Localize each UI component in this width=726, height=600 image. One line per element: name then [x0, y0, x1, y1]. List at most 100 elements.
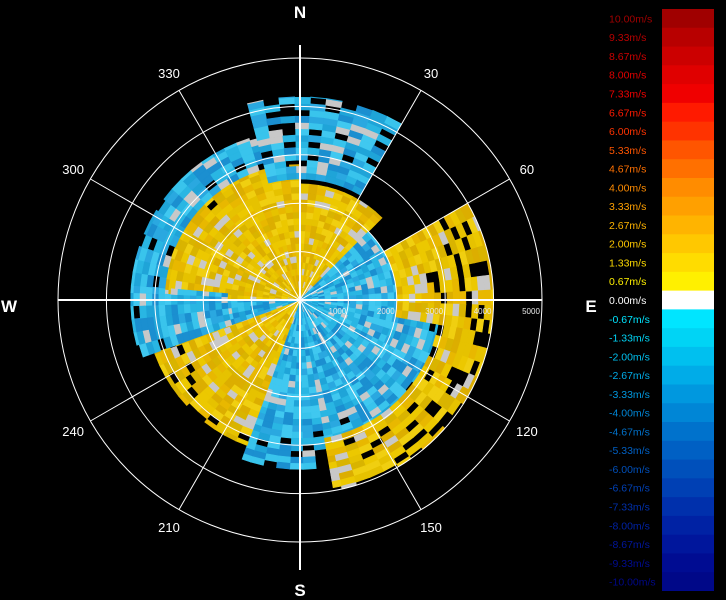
velocity-cell	[432, 425, 446, 440]
velocity-cell	[408, 284, 416, 295]
velocity-cell	[301, 381, 309, 389]
legend-label: 7.33m/s	[609, 88, 646, 100]
velocity-cell	[300, 368, 308, 376]
azimuth-tick-30: 30	[424, 66, 438, 81]
velocity-cell	[302, 449, 316, 458]
velocity-cell	[452, 303, 460, 318]
legend-label: 0.00m/s	[609, 295, 646, 307]
sector-8	[324, 325, 488, 490]
radar-polar-plot: N S W E 30 60 120 150 210 240 300 330 1000 2000 30…	[1, 3, 597, 600]
compass-west: W	[1, 297, 18, 316]
legend-swatch	[662, 553, 714, 573]
velocity-cell	[145, 286, 153, 294]
velocity-cell	[149, 209, 159, 224]
azimuth-tick-150: 150	[420, 520, 442, 535]
velocity-cell	[208, 291, 216, 297]
range-tick-1000: 1000	[329, 307, 347, 316]
color-legend: 10.00m/s 9.33m/s 8.67m/s 8.00m/s 7.33m/s 6.67…	[609, 9, 714, 591]
velocity-cell	[310, 96, 327, 100]
legend-swatch	[662, 309, 714, 329]
legend-label: 8.67m/s	[609, 51, 646, 63]
velocity-cell	[280, 115, 296, 124]
velocity-cell	[158, 287, 166, 295]
legend-swatch	[662, 515, 714, 536]
legend-swatch	[662, 27, 714, 48]
velocity-cell	[157, 304, 166, 317]
velocity-cell	[266, 116, 282, 126]
legend-label: -2.00m/s	[609, 351, 650, 363]
compass-north: N	[294, 3, 306, 22]
velocity-cell	[236, 301, 245, 308]
legend-swatch	[662, 346, 714, 367]
sector-11	[247, 96, 403, 196]
velocity-cell	[299, 183, 310, 188]
velocity-cell	[241, 453, 253, 463]
velocity-cell	[381, 299, 389, 308]
legend-label: -4.00m/s	[609, 408, 650, 420]
legend-swatch	[662, 440, 714, 461]
sector-10	[130, 138, 264, 289]
velocity-cell	[183, 303, 191, 314]
legend-swatch	[662, 177, 714, 198]
sector-4	[241, 299, 327, 470]
velocity-cell	[295, 122, 310, 130]
velocity-cell	[158, 276, 167, 289]
velocity-cell	[361, 288, 370, 296]
legend-swatch	[662, 497, 714, 517]
velocity-cell	[396, 455, 412, 468]
velocity-cell	[434, 292, 442, 304]
velocity-cell	[471, 290, 479, 305]
velocity-cell	[139, 285, 147, 294]
legend-swatch	[662, 196, 714, 217]
velocity-cell	[289, 236, 296, 245]
legend-swatch	[662, 384, 714, 404]
velocity-cell	[308, 183, 319, 189]
velocity-cell	[452, 291, 460, 305]
velocity-cell	[189, 290, 197, 296]
velocity-cell	[415, 293, 423, 304]
velocity-cell	[427, 292, 435, 304]
velocity-cell	[139, 305, 147, 319]
velocity-cell	[285, 166, 297, 174]
velocity-cell	[326, 98, 343, 102]
velocity-cell	[283, 147, 297, 155]
legend-label: 9.33m/s	[609, 32, 646, 44]
velocity-cell	[292, 211, 301, 219]
velocity-cell	[387, 292, 395, 301]
legend-label: -2.67m/s	[609, 370, 650, 382]
velocity-cell	[296, 172, 307, 180]
velocity-cell	[176, 288, 185, 296]
velocity-cell	[396, 294, 404, 304]
velocity-cell	[401, 285, 410, 295]
velocity-cell	[294, 96, 311, 105]
legend-label: 0.67m/s	[609, 276, 646, 288]
velocity-cell	[368, 287, 376, 295]
velocity-cell	[287, 224, 295, 232]
velocity-cell	[286, 386, 295, 395]
velocity-cell	[230, 306, 239, 314]
legend-label: -7.33m/s	[609, 502, 650, 514]
velocity-cell	[306, 205, 316, 214]
legend-swatch	[662, 290, 714, 310]
legend-swatch	[662, 140, 714, 160]
legend-label: 6.00m/s	[609, 126, 646, 138]
velocity-cell	[291, 199, 301, 207]
legend-swatch	[662, 422, 714, 442]
velocity-cell	[306, 367, 314, 376]
compass-south: S	[294, 581, 305, 600]
velocity-cell	[284, 399, 295, 408]
velocity-cell	[299, 192, 309, 200]
range-tick-2000: 2000	[377, 307, 395, 316]
legend-swatch	[662, 159, 714, 179]
velocity-cell	[302, 431, 314, 439]
velocity-cell	[414, 283, 423, 295]
azimuth-tick-120: 120	[516, 424, 538, 439]
velocity-cell	[301, 387, 310, 395]
legend-label: 4.67m/s	[609, 164, 646, 176]
velocity-cell	[291, 192, 301, 200]
velocity-cell	[300, 343, 306, 351]
velocity-cell	[301, 412, 312, 420]
velocity-cell	[299, 211, 308, 219]
legend-label: -8.67m/s	[609, 539, 650, 551]
velocity-cell	[236, 138, 251, 146]
